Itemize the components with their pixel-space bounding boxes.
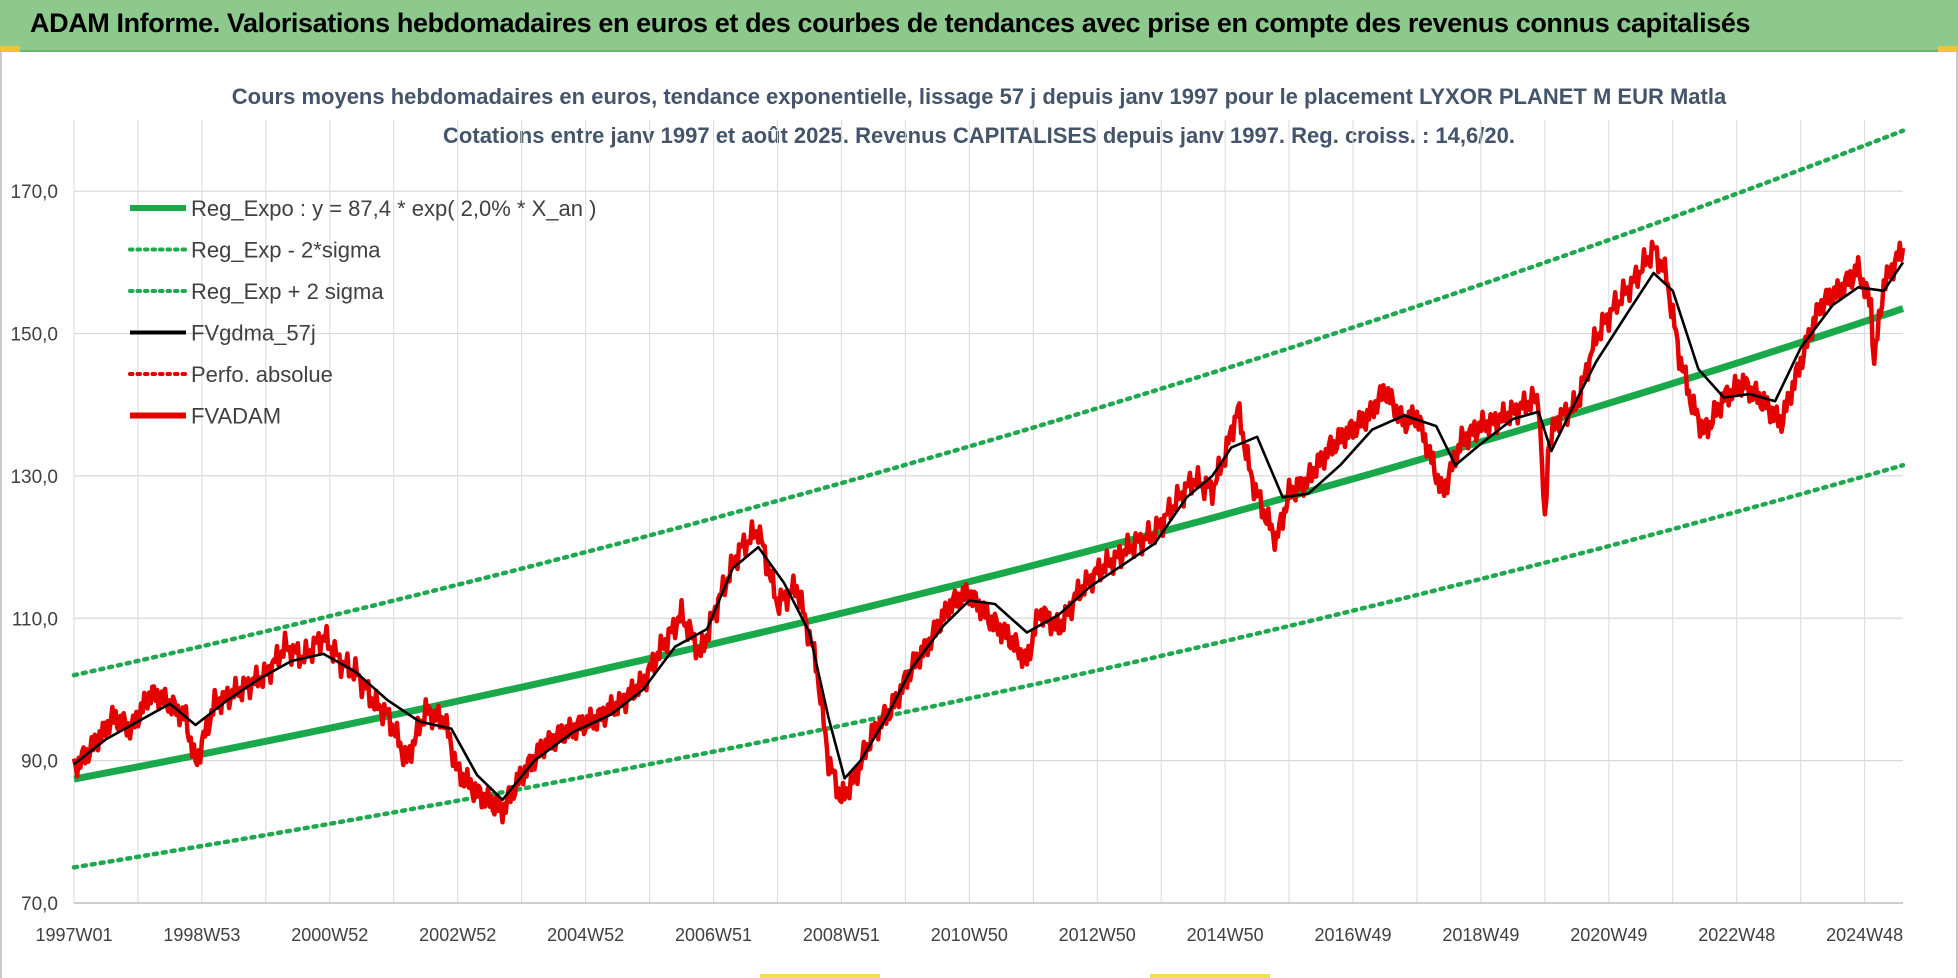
y-axis: 70,0 90,0 110,0 130,0 150,0 170,0 [10, 182, 58, 915]
y-tick-label: 170,0 [10, 182, 58, 203]
x-tick-label: 2024W48 [1826, 925, 1903, 945]
reg-expo-line [73, 305, 1905, 783]
y-tick-label: 150,0 [10, 325, 58, 346]
corner-mark-left [0, 46, 20, 52]
x-tick-label: 2020W49 [1570, 925, 1647, 945]
legend: Reg_Expo : y = 87,4 * exp( 2,0% * X_an )… [128, 196, 596, 429]
bottom-mark [1150, 974, 1270, 978]
legend-label: Reg_Exp + 2 sigma [191, 279, 384, 304]
legend-label: FVgdma_57j [191, 321, 316, 346]
bottom-mark [760, 974, 880, 978]
chart-title-line1: Cours moyens hebdomadaires en euros, ten… [232, 84, 1727, 109]
x-tick-label: 2012W50 [1059, 925, 1136, 945]
x-tick-label: 2006W51 [675, 925, 752, 945]
x-tick-label: 2004W52 [547, 925, 624, 945]
x-tick-label: 2016W49 [1314, 925, 1391, 945]
x-tick-label: 2022W48 [1698, 925, 1775, 945]
y-tick-label: 130,0 [10, 467, 58, 488]
series-group [71, 128, 1906, 870]
x-tick-label: 2000W52 [291, 925, 368, 945]
chart-area [0, 52, 1958, 978]
band-upper-line [71, 128, 1906, 678]
page-title: ADAM Informe. Valorisations hebdomadaire… [30, 8, 1751, 38]
corner-mark-right [1938, 46, 1958, 52]
y-tick-label: 70,0 [21, 894, 58, 915]
legend-label: Reg_Exp - 2*sigma [191, 238, 381, 263]
band-lower-line [71, 462, 1906, 870]
x-tick-label: 2010W50 [931, 925, 1008, 945]
fvgdma-line [73, 261, 1905, 802]
x-tick-label: 2014W50 [1187, 925, 1264, 945]
fvadam-line [71, 239, 1906, 825]
chart-title-line2: Cotations entre janv 1997 et août 2025. … [443, 123, 1515, 148]
x-tick-label: 1998W53 [163, 925, 240, 945]
legend-label: FVADAM [191, 404, 281, 429]
legend-label: Perfo. absolue [191, 362, 333, 387]
y-tick-label: 110,0 [12, 609, 58, 630]
x-axis: 1997W01 1998W53 2000W52 2002W52 2004W52 2006W… [35, 902, 1903, 945]
x-tick-label: 2008W51 [803, 925, 880, 945]
x-tick-label: 2002W52 [419, 925, 496, 945]
y-tick-label: 90,0 [21, 752, 58, 773]
x-tick-label: 2018W49 [1442, 925, 1519, 945]
x-tick-label: 1997W01 [35, 925, 112, 945]
title-bar: ADAM Informe. Valorisations hebdomadaire… [0, 0, 1958, 52]
legend-label: Reg_Expo : y = 87,4 * exp( 2,0% * X_an ) [191, 196, 596, 221]
